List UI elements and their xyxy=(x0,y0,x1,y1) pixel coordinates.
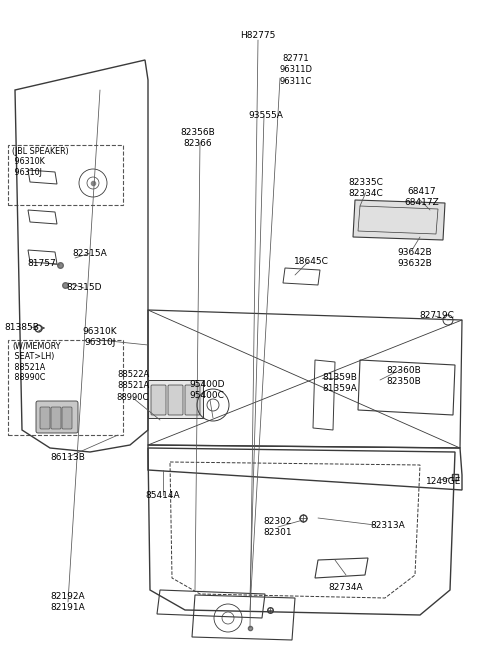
Polygon shape xyxy=(353,200,445,240)
FancyBboxPatch shape xyxy=(40,407,50,429)
Text: 96310K
96310J: 96310K 96310J xyxy=(83,327,117,347)
Text: 82192A
82191A: 82192A 82191A xyxy=(50,592,85,612)
Text: 82313A: 82313A xyxy=(371,520,406,529)
Text: 82315D: 82315D xyxy=(66,283,102,293)
Text: 18645C: 18645C xyxy=(294,258,328,266)
Text: 82356B
82366: 82356B 82366 xyxy=(180,128,216,148)
Text: 81757: 81757 xyxy=(28,258,56,268)
Text: 81359B
81359A: 81359B 81359A xyxy=(323,373,358,393)
FancyBboxPatch shape xyxy=(151,385,166,415)
Text: 86113B: 86113B xyxy=(50,453,85,462)
Text: 82335C
82334C: 82335C 82334C xyxy=(348,178,384,198)
FancyBboxPatch shape xyxy=(185,385,200,415)
Text: 68417
68417Z: 68417 68417Z xyxy=(405,187,439,207)
Text: H82775: H82775 xyxy=(240,31,276,41)
Text: 85414A: 85414A xyxy=(146,491,180,499)
Text: 82360B
82350B: 82360B 82350B xyxy=(386,366,421,386)
Text: 82302
82301: 82302 82301 xyxy=(264,517,292,537)
Text: 81385B: 81385B xyxy=(5,323,39,331)
FancyBboxPatch shape xyxy=(51,407,61,429)
Text: (JBL SPEAKER)
 96310K
 96310J: (JBL SPEAKER) 96310K 96310J xyxy=(12,147,69,177)
Text: 82719C: 82719C xyxy=(420,312,455,321)
Text: 82734A: 82734A xyxy=(329,583,363,592)
Text: 82771
96311D
96311C: 82771 96311D 96311C xyxy=(279,54,312,85)
Text: 93642B
93632B: 93642B 93632B xyxy=(397,248,432,268)
Text: 1249GE: 1249GE xyxy=(426,476,462,485)
FancyBboxPatch shape xyxy=(148,380,203,418)
Text: (W/MEMORY
 SEAT>LH)
 88521A
 88990C: (W/MEMORY SEAT>LH) 88521A 88990C xyxy=(12,342,60,382)
Text: 93555A: 93555A xyxy=(249,112,283,121)
Text: 82315A: 82315A xyxy=(72,249,108,258)
FancyBboxPatch shape xyxy=(62,407,72,429)
Text: 95400D
95400C: 95400D 95400C xyxy=(189,380,225,400)
FancyBboxPatch shape xyxy=(36,401,78,433)
FancyBboxPatch shape xyxy=(168,385,183,415)
Text: 88522A
88521A
88990C: 88522A 88521A 88990C xyxy=(117,371,149,401)
